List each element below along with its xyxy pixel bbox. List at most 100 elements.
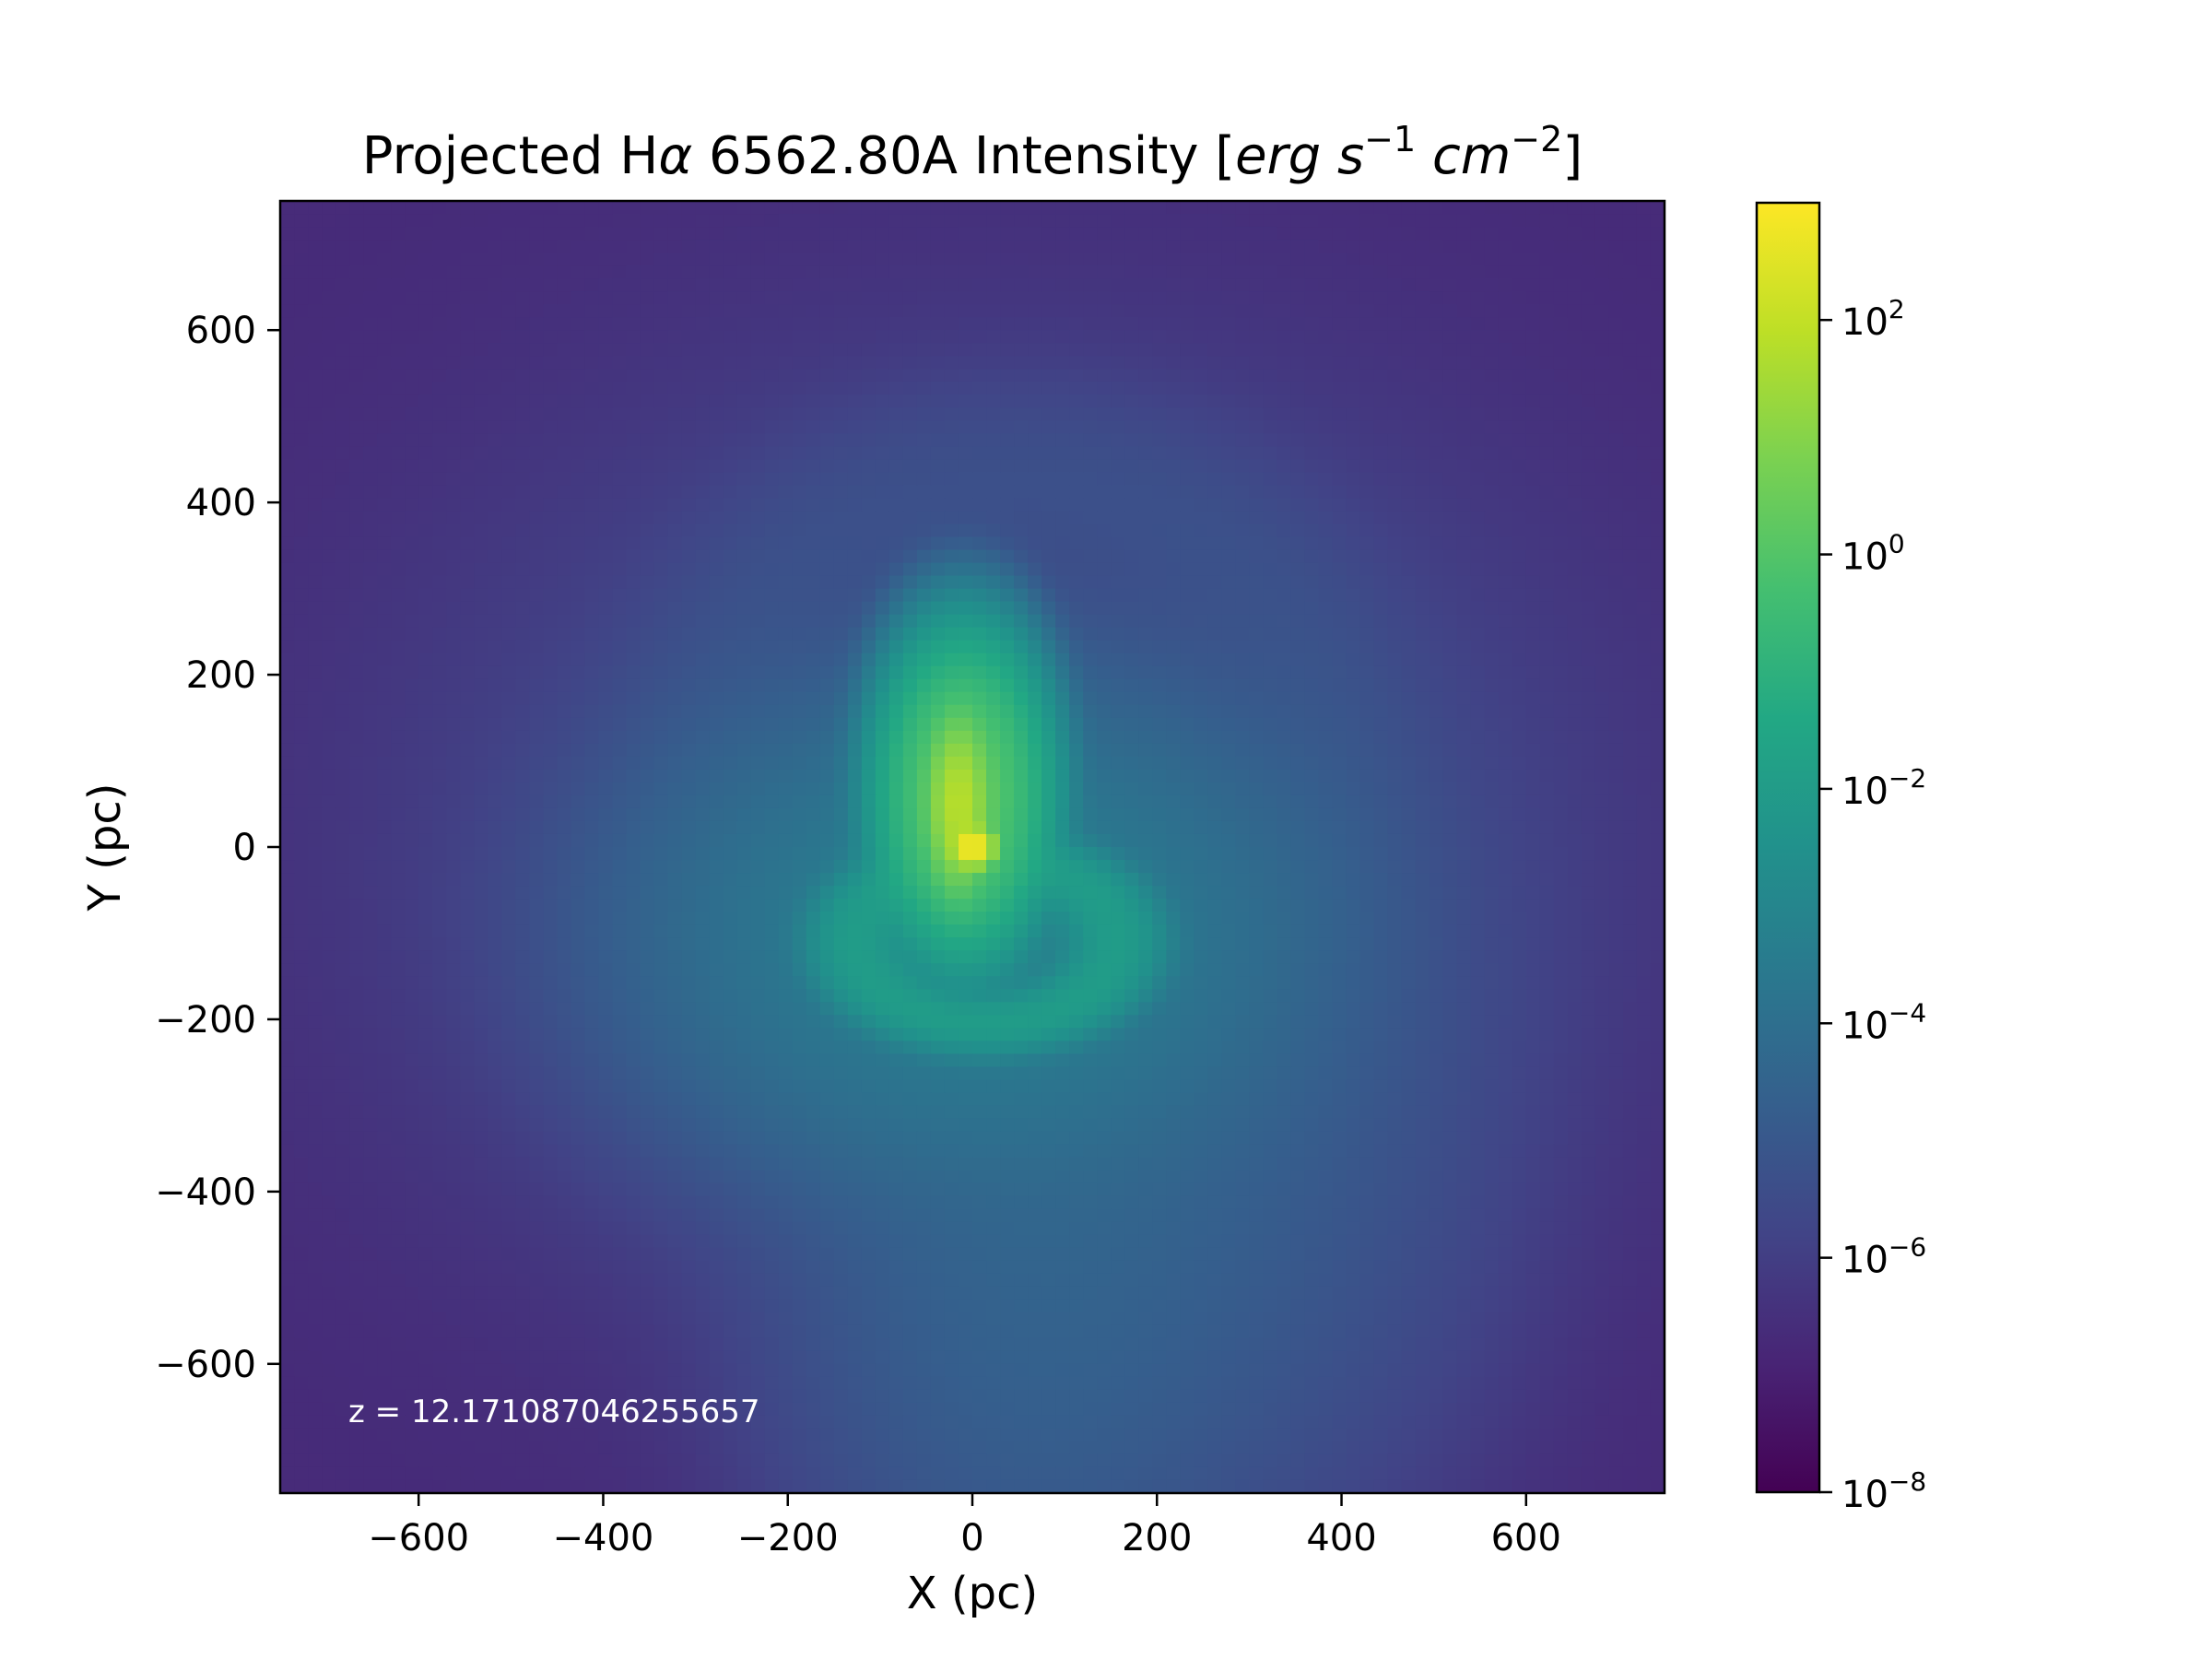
- heatmap-cell: [1166, 627, 1181, 641]
- heatmap-cell: [349, 640, 364, 654]
- heatmap-cell: [1166, 833, 1181, 848]
- heatmap-cell: [972, 420, 987, 434]
- heatmap-cell: [833, 446, 849, 460]
- heatmap-cell: [460, 833, 475, 848]
- heatmap-cell: [944, 394, 959, 408]
- heatmap-cell: [764, 756, 780, 771]
- heatmap-cell: [474, 562, 488, 577]
- heatmap-cell: [515, 794, 530, 809]
- heatmap-cell: [833, 498, 849, 512]
- heatmap-cell: [1567, 214, 1583, 228]
- heatmap-cell: [819, 807, 835, 822]
- heatmap-cell: [1028, 730, 1042, 745]
- heatmap-cell: [1249, 601, 1265, 616]
- heatmap-cell: [308, 330, 323, 344]
- heatmap-cell: [1069, 407, 1084, 421]
- heatmap-cell: [1553, 278, 1569, 292]
- heatmap-cell: [391, 446, 406, 460]
- heatmap-cell: [736, 820, 752, 835]
- heatmap-cell: [598, 704, 614, 719]
- heatmap-cell: [1525, 394, 1541, 408]
- heatmap-cell: [308, 730, 323, 745]
- heatmap-cell: [1069, 382, 1084, 395]
- heatmap-cell: [529, 485, 544, 500]
- heatmap-cell: [1332, 330, 1347, 344]
- heatmap-cell: [695, 343, 711, 357]
- heatmap-cell: [681, 794, 697, 809]
- heatmap-cell: [598, 472, 614, 487]
- heatmap-cell: [1359, 240, 1375, 253]
- heatmap-cell: [1180, 317, 1194, 331]
- heatmap-cell: [750, 640, 766, 654]
- heatmap-cell: [557, 562, 572, 577]
- heatmap-cell: [1221, 691, 1236, 706]
- heatmap-cell: [488, 524, 502, 538]
- heatmap-cell: [1456, 304, 1472, 318]
- heatmap-cell: [294, 498, 309, 512]
- heatmap-cell: [488, 433, 502, 447]
- heatmap-cell: [571, 549, 586, 564]
- heatmap-cell: [1166, 717, 1181, 732]
- heatmap-cell: [1622, 201, 1638, 215]
- heatmap-cell: [695, 794, 711, 809]
- heatmap-cell: [667, 730, 683, 745]
- heatmap-cell: [598, 562, 614, 577]
- heatmap-cell: [1401, 614, 1417, 629]
- heatmap-cell: [764, 524, 780, 538]
- heatmap-cell: [1594, 782, 1610, 796]
- heatmap-cell: [723, 743, 738, 758]
- heatmap-cell: [1484, 278, 1500, 292]
- heatmap-cell: [280, 588, 295, 603]
- heatmap-cell: [875, 794, 890, 809]
- heatmap-cell: [1290, 420, 1306, 434]
- heatmap-cell: [1581, 794, 1596, 809]
- heatmap-cell: [667, 214, 683, 228]
- heatmap-cell: [736, 769, 752, 783]
- heatmap-cell: [418, 704, 433, 719]
- heatmap-cell: [474, 394, 488, 408]
- heatmap-cell: [1014, 562, 1029, 577]
- heatmap-cell: [750, 291, 766, 305]
- heatmap-cell: [1442, 420, 1458, 434]
- heatmap-cell: [1097, 730, 1112, 745]
- heatmap-cell: [1083, 665, 1098, 680]
- heatmap-cell: [460, 485, 475, 500]
- heatmap-cell: [1124, 343, 1139, 357]
- heatmap-cell: [916, 524, 932, 538]
- heatmap-cell: [543, 833, 558, 848]
- heatmap-cell: [529, 833, 544, 848]
- heatmap-cell: [778, 343, 794, 357]
- heatmap-cell: [1207, 240, 1222, 253]
- heatmap-cell: [1512, 704, 1527, 719]
- heatmap-cell: [640, 562, 655, 577]
- heatmap-cell: [1111, 756, 1125, 771]
- heatmap-cell: [1567, 511, 1583, 525]
- heatmap-cell: [626, 446, 641, 460]
- heatmap-cell: [986, 769, 1001, 783]
- heatmap-cell: [1263, 511, 1278, 525]
- heatmap-cell: [446, 420, 461, 434]
- heatmap-cell: [1318, 265, 1334, 279]
- heatmap-cell: [1041, 227, 1056, 241]
- heatmap-cell: [1553, 382, 1569, 395]
- heatmap-cell: [667, 420, 683, 434]
- heatmap-cell: [543, 614, 558, 629]
- heatmap-cell: [667, 369, 683, 382]
- heatmap-cell: [833, 278, 849, 292]
- heatmap-cell: [1249, 614, 1265, 629]
- heatmap-cell: [446, 201, 461, 215]
- heatmap-cell: [1608, 549, 1624, 564]
- heatmap-cell: [1387, 782, 1403, 796]
- heatmap-cell: [1069, 265, 1084, 279]
- heatmap-cell: [1567, 743, 1583, 758]
- heatmap-cell: [888, 524, 904, 538]
- heatmap-cell: [294, 420, 309, 434]
- heatmap-cell: [488, 498, 502, 512]
- heatmap-cell: [1636, 253, 1652, 266]
- heatmap-cell: [1387, 614, 1403, 629]
- heatmap-cell: [322, 691, 336, 706]
- heatmap-cell: [958, 433, 973, 447]
- heatmap-cell: [1608, 459, 1624, 474]
- heatmap-cell: [1318, 420, 1334, 434]
